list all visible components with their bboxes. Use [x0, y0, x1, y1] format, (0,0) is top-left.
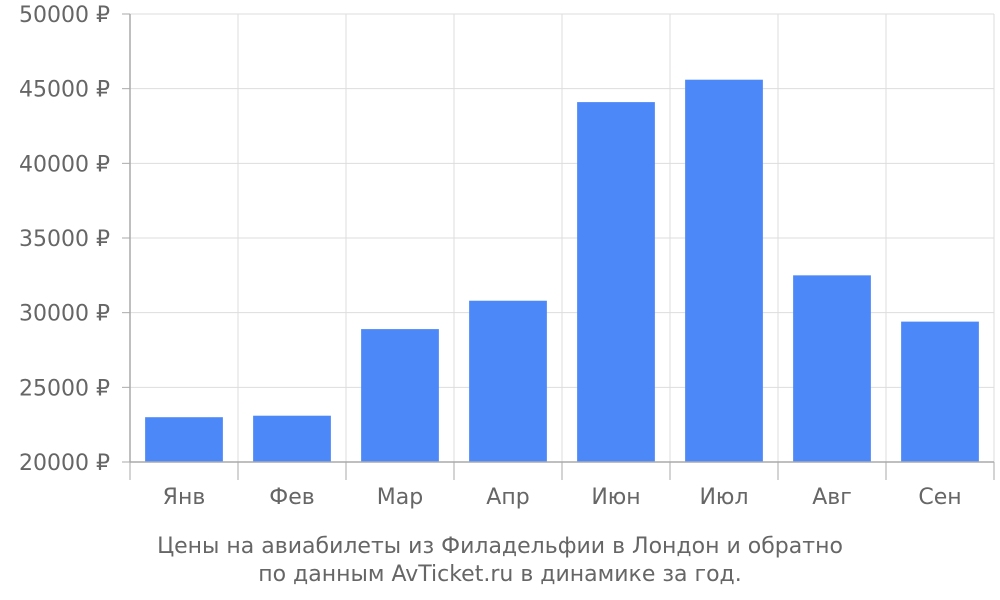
grid-lines — [129, 13, 995, 463]
axes — [122, 13, 995, 480]
y-tick-label: 30000 ₽ — [19, 302, 110, 327]
y-tick-label: 25000 ₽ — [19, 376, 110, 401]
tick-labels: 20000 ₽ 25000 ₽ 30000 ₽ 35000 ₽ 40000 ₽ 45000… — [19, 3, 962, 510]
bar — [685, 79, 763, 462]
bar — [361, 329, 439, 462]
x-tick-label: Апр — [486, 485, 529, 510]
x-tick-label: Июн — [591, 485, 640, 510]
y-tick-label: 35000 ₽ — [19, 227, 110, 252]
bar — [145, 417, 223, 462]
bar — [253, 415, 331, 462]
y-tick-label: 50000 ₽ — [19, 3, 110, 28]
bar — [793, 275, 871, 462]
bars — [145, 79, 979, 463]
x-tick-label: Фев — [269, 485, 314, 510]
y-tick-label: 40000 ₽ — [19, 152, 110, 177]
y-tick-label: 45000 ₽ — [19, 78, 110, 103]
chart-caption-line-1: Цены на авиабилеты из Филадельфии в Лонд… — [157, 534, 843, 559]
bar — [901, 321, 979, 462]
bar — [577, 102, 655, 463]
x-tick-label: Сен — [918, 485, 961, 510]
x-tick-label: Авг — [812, 485, 852, 510]
bar — [469, 300, 547, 462]
x-tick-label: Янв — [163, 485, 206, 510]
x-tick-label: Мар — [377, 485, 423, 510]
x-tick-label: Июл — [699, 485, 748, 510]
y-tick-label: 20000 ₽ — [19, 451, 110, 476]
chart-caption-line-2: по данным AvTicket.ru в динамике за год. — [258, 562, 742, 587]
